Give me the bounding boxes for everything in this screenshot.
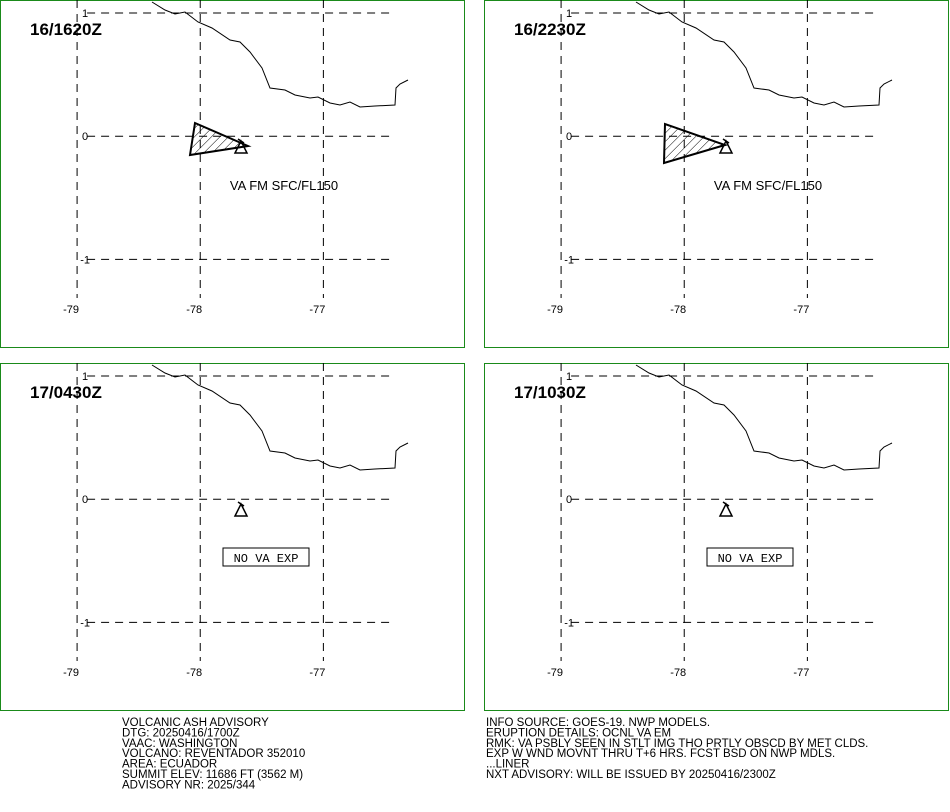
y-tick-label: 1 <box>82 371 88 383</box>
x-tick-label: -79 <box>63 304 79 316</box>
panel-frame <box>484 363 949 711</box>
x-tick-label: -78 <box>670 667 686 679</box>
volcano-symbol <box>233 138 249 154</box>
y-tick-label: 0 <box>566 494 572 506</box>
x-tick-label: -78 <box>670 304 686 316</box>
annotation: NO VA EXP <box>718 552 783 566</box>
y-tick-label: 1 <box>566 371 572 383</box>
x-tick-label: -79 <box>547 667 563 679</box>
panel-frame <box>484 0 949 348</box>
y-tick-label: 0 <box>566 131 572 143</box>
advisory-line: SUMMIT ELEV: 11686 FT (3562 M) <box>122 769 303 781</box>
x-tick-label: -77 <box>793 667 809 679</box>
map-panel: -79 -78 -77 1 0 -1 16/2230Z VA FM SFC/FL150 <box>484 0 949 348</box>
map-panel: -79 -78 -77 1 0 -1 17/0430Z NO VA EXP <box>0 363 465 711</box>
advisory-line: ADVISORY NR: 2025/344 <box>122 779 256 791</box>
y-tick-label: 0 <box>82 131 88 143</box>
advisory-line: ERUPTION DETAILS: OCNL VA EM <box>486 727 671 739</box>
annotation: NO VA EXP <box>234 552 299 566</box>
coastline <box>635 1 893 108</box>
y-tick-label: -1 <box>80 617 90 629</box>
volcano-symbol <box>718 501 734 517</box>
x-tick-label: -79 <box>63 667 79 679</box>
advisory-line: ...LINER <box>486 759 529 771</box>
x-tick-label: -77 <box>309 667 325 679</box>
volcano-symbol <box>233 501 249 517</box>
map-panel: -79 -78 -77 1 0 -1 17/1030Z NO VA EXP <box>484 363 949 711</box>
panel-frame <box>0 0 465 348</box>
y-tick-label: 1 <box>82 8 88 20</box>
y-tick-label: -1 <box>564 254 574 266</box>
advisory-line: RMK: VA PSBLY SEEN IN STLT IMG THO PRTLY… <box>486 738 868 750</box>
advisory-line: EXP W WND MOVNT THRU T+6 HRS. FCST BSD O… <box>486 748 835 760</box>
annotation: VA FM SFC/FL150 <box>714 178 822 193</box>
y-tick-label: -1 <box>80 254 90 266</box>
advisory-line: AREA: ECUADOR <box>122 759 217 771</box>
advisory-line: VAAC: WASHINGTON <box>122 738 237 750</box>
y-tick-label: 0 <box>82 494 88 506</box>
panel-frame <box>0 363 465 711</box>
advisory-line: NXT ADVISORY: WILL BE ISSUED BY 20250416… <box>486 769 776 781</box>
panel-time: 16/1620Z <box>30 20 102 39</box>
volcano-symbol <box>718 138 734 154</box>
x-tick-label: -77 <box>793 304 809 316</box>
advisory-line: VOLCANO: REVENTADOR 352010 <box>122 748 305 760</box>
x-tick-label: -78 <box>186 667 202 679</box>
panel-time: 16/2230Z <box>514 20 586 39</box>
x-tick-label: -79 <box>547 304 563 316</box>
advisory-line: DTG: 20250416/1700Z <box>122 727 240 739</box>
coastline <box>151 1 409 108</box>
x-tick-label: -77 <box>309 304 325 316</box>
coastline <box>635 364 893 471</box>
y-tick-label: -1 <box>564 617 574 629</box>
coastline <box>151 364 409 471</box>
advisory-line: VOLCANIC ASH ADVISORY <box>122 717 269 729</box>
annotation: VA FM SFC/FL150 <box>230 178 338 193</box>
annotation-box <box>222 547 310 567</box>
y-tick-label: 1 <box>566 8 572 20</box>
map-panel: -79 -78 -77 1 0 -1 16/1620Z VA FM SFC/FL150 <box>0 0 465 348</box>
x-tick-label: -78 <box>186 304 202 316</box>
advisory-line: INFO SOURCE: GOES-19. NWP MODELS. <box>486 717 710 729</box>
ash-area <box>662 122 729 165</box>
panel-time: 17/0430Z <box>30 383 102 402</box>
annotation-box <box>706 547 794 567</box>
ash-area <box>188 121 252 157</box>
panel-time: 17/1030Z <box>514 383 586 402</box>
